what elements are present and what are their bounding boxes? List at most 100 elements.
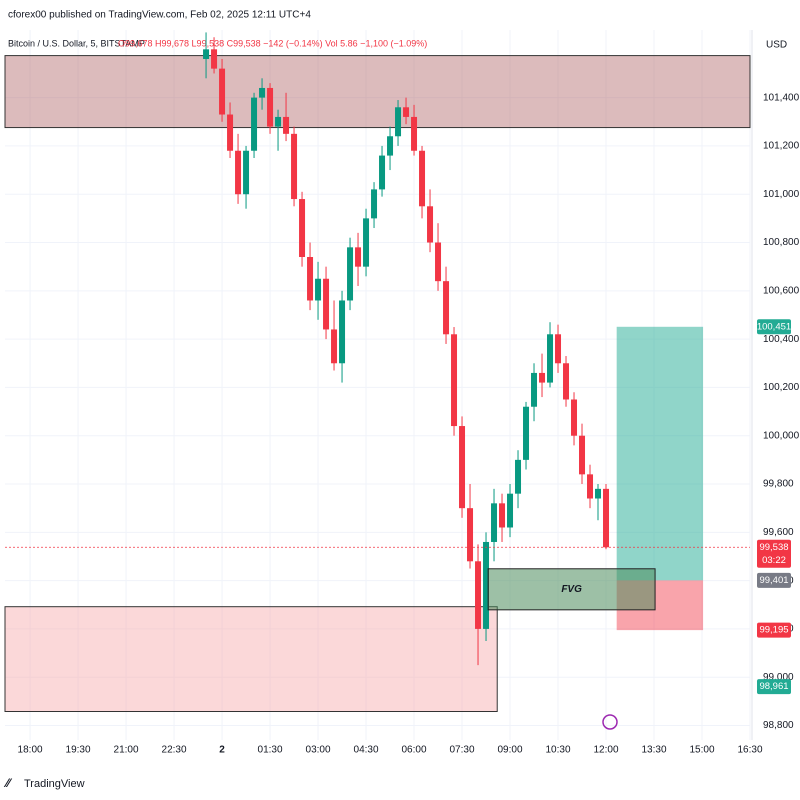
fvg-box <box>487 568 656 611</box>
candle-body <box>507 493 514 528</box>
candle-body <box>347 247 354 301</box>
target-zone <box>616 326 704 581</box>
x-tick-label: 01:30 <box>258 745 283 756</box>
candle-body <box>603 488 610 548</box>
candle-body <box>315 278 322 301</box>
x-tick-label: 06:00 <box>402 745 427 756</box>
x-tick-label: 16:30 <box>737 745 762 756</box>
candle-body <box>547 334 554 383</box>
candle-body <box>283 116 290 134</box>
y-tick-label: 98,800 <box>763 720 794 731</box>
candle-body <box>419 150 426 207</box>
candle-body <box>443 281 450 335</box>
candle-body <box>555 334 562 364</box>
candle-body <box>451 334 458 427</box>
candle-body <box>563 363 570 400</box>
candle-body <box>299 199 306 258</box>
candle-body <box>523 406 530 460</box>
candle-body <box>539 372 546 383</box>
candle-body <box>379 155 386 190</box>
currency: USD <box>766 40 787 51</box>
x-tick-label: 21:00 <box>114 745 139 756</box>
x-tick-label: 2 <box>219 745 225 756</box>
logo: ⁄⁄ <box>3 776 13 790</box>
price-tag-label: 99,401 <box>759 575 788 586</box>
fvg-label: FVG <box>561 584 582 595</box>
candle-body <box>251 97 258 151</box>
x-tick-label: 13:30 <box>641 745 666 756</box>
candle-body <box>355 247 362 267</box>
candle-body <box>259 87 266 98</box>
x-tick-label: 18:00 <box>18 745 43 756</box>
candle-body <box>475 561 482 629</box>
candle-body <box>587 474 594 499</box>
candle-body <box>427 206 434 243</box>
zone <box>4 606 498 713</box>
candle-body <box>203 49 210 59</box>
candle-body <box>435 242 442 282</box>
candle-body <box>595 488 602 499</box>
candle-body <box>499 503 506 528</box>
y-tick-label: 99,000 <box>763 672 794 683</box>
x-tick-label: 12:00 <box>593 745 618 756</box>
candle-body <box>339 300 346 364</box>
candle-body <box>571 399 578 436</box>
zone <box>4 55 751 129</box>
y-tick-label: 101,000 <box>763 189 800 200</box>
candle-body <box>323 278 330 330</box>
candle-body <box>411 116 418 151</box>
price-tag-label: 99,538 <box>759 542 788 553</box>
header: cforex00 published on TradingView.com, F… <box>8 10 311 21</box>
price-tag <box>757 539 791 568</box>
x-tick-label: 22:30 <box>162 745 187 756</box>
price-tag-label: 99,195 <box>759 625 788 636</box>
candle-body <box>483 541 490 629</box>
y-tick-label: 100,200 <box>763 382 800 393</box>
y-tick-label: 99,600 <box>763 527 794 538</box>
candle-body <box>491 503 498 542</box>
price-tag-label: 98,961 <box>759 681 788 692</box>
x-tick-label: 04:30 <box>354 745 379 756</box>
ohlc-legend: O99,678 H99,678 L99,538 C99,538 −142 (−0… <box>118 38 427 48</box>
icon <box>602 714 618 730</box>
countdown: 03:22 <box>762 555 786 566</box>
y-tick-label: 100,000 <box>763 430 800 441</box>
candle-body <box>331 329 338 364</box>
candle-body <box>467 508 474 562</box>
x-tick-label: 19:30 <box>66 745 91 756</box>
candle-body <box>363 218 370 267</box>
y-tick-label: 101,400 <box>763 92 800 103</box>
candle-body <box>531 372 538 407</box>
candle-body <box>235 150 242 195</box>
candle-body <box>371 189 378 219</box>
candle-body <box>395 107 402 137</box>
candle-body <box>219 68 226 115</box>
x-tick-label: 03:00 <box>306 745 331 756</box>
x-tick-label: 10:30 <box>546 745 571 756</box>
candle-body <box>211 49 218 69</box>
candle-body <box>579 435 586 475</box>
y-tick-label: 99,800 <box>763 479 794 490</box>
symbol-title: Bitcoin / U.S. Dollar, 5, BITSTAMP <box>8 38 145 48</box>
candle-body <box>459 426 466 509</box>
x-tick-label: 07:30 <box>450 745 475 756</box>
y-tick-label: 100,600 <box>763 285 800 296</box>
y-tick-label: 100,400 <box>763 334 800 345</box>
candle-body <box>307 257 314 301</box>
candle-body <box>275 116 282 127</box>
price-tag <box>757 622 791 638</box>
candle-body <box>403 107 410 117</box>
x-tick-label: 15:00 <box>689 745 714 756</box>
candle-body <box>291 133 298 200</box>
y-tick-label: 101,200 <box>763 141 800 152</box>
candle-body <box>243 150 250 195</box>
candle-body <box>227 114 234 151</box>
price-tag <box>757 679 791 695</box>
candle-body <box>387 136 394 156</box>
footer: TradingView <box>24 778 85 790</box>
candle-body <box>267 87 274 127</box>
price-tag-label: 100,451 <box>757 321 791 332</box>
price-tag <box>757 572 791 588</box>
price-tag <box>757 319 791 335</box>
y-tick-label: 100,800 <box>763 237 800 248</box>
